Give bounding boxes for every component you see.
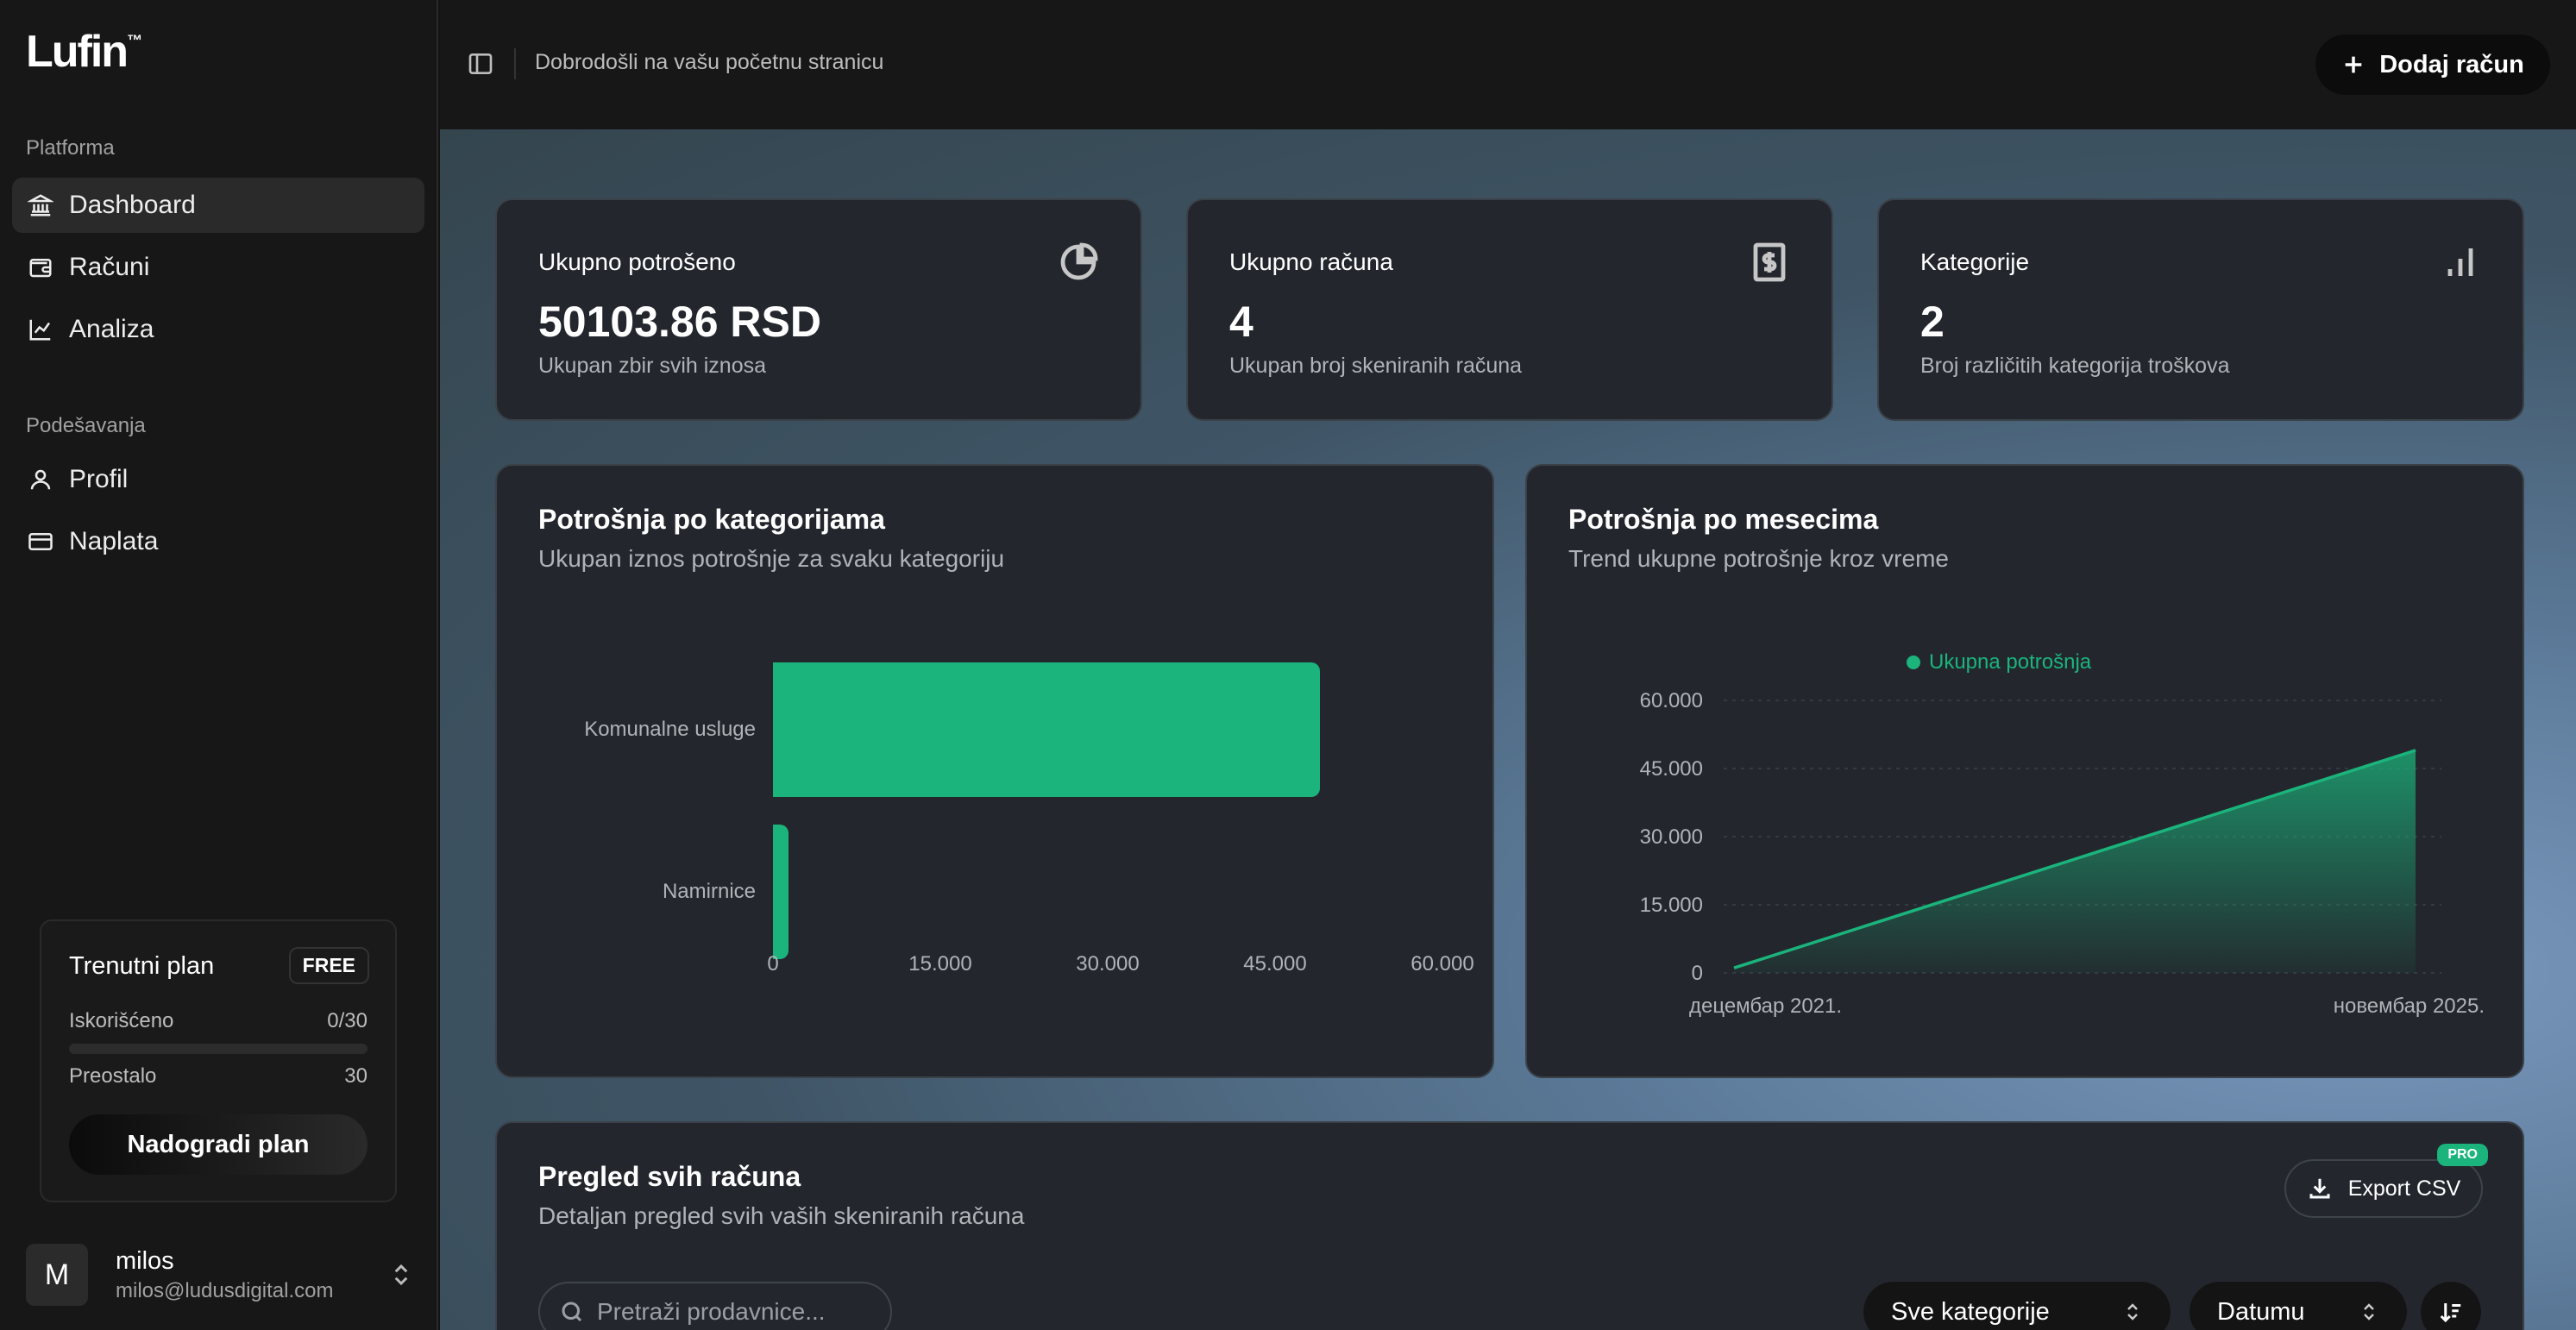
plan-badge: FREE (288, 947, 369, 984)
stat-card-total-receipts: Ukupno računa 4 Ukupan broj skeniranih r… (1186, 198, 1833, 421)
sort-descending-icon (2440, 1303, 2461, 1323)
chart-legend: Ukupna potrošnja (1907, 650, 2091, 674)
chart-subtitle: Ukupan iznos potrošnje za svaku kategori… (538, 545, 1005, 572)
chart-subtitle: Trend ukupne potrošnje kroz vreme (1568, 545, 1949, 572)
pro-badge: PRO (2437, 1144, 2488, 1166)
bar-category-label: Komunalne usluge (584, 718, 756, 741)
receipt-dollar-icon (1753, 242, 1786, 282)
chevrons-up-down-icon (2364, 1303, 2374, 1321)
sidebar-item-label: Dashboard (69, 191, 196, 219)
sidebar-item-racuni[interactable]: Računi (12, 240, 424, 295)
sidebar-item-analiza[interactable]: Analiza (12, 302, 424, 357)
chevrons-up-down-icon (2127, 1303, 2138, 1321)
plan-remaining-row: Preostalo 30 (69, 1064, 368, 1088)
x-tick-label: децембар 2021. (1689, 994, 1842, 1018)
upgrade-plan-button[interactable]: Nadogradi plan (69, 1114, 368, 1175)
x-tick-label: новембар 2025. (2334, 994, 2485, 1018)
sidebar-toggle-icon[interactable] (466, 50, 495, 78)
stat-sub: Broj različitih kategorija troškova (1920, 354, 2230, 378)
stat-sub: Ukupan broj skeniranih računa (1229, 354, 1523, 378)
receipts-title: Pregled svih računa (538, 1161, 801, 1192)
sidebar-item-label: Analiza (69, 315, 154, 343)
legend-dot (1907, 656, 1920, 669)
plan-used-value: 0/30 (327, 1009, 368, 1032)
stat-label: Ukupno računa (1229, 248, 1393, 275)
bar-category-label: Namirnice (662, 880, 756, 903)
stat-value: 50103.86 RSD (538, 298, 822, 346)
sidebar-item-label: Naplata (69, 527, 159, 555)
download-icon (2309, 1178, 2330, 1199)
sidebar-item-dashboard[interactable]: Dashboard (12, 178, 424, 233)
stat-sub: Ukupan zbir svih iznosa (538, 354, 767, 378)
pie-chart-icon (1060, 242, 1098, 280)
sidebar: Lufin™ Platforma Dashboard Računi Analiz… (0, 0, 438, 1330)
welcome-text: Dobrodošli na vašu početnu stranicu (535, 50, 884, 74)
add-receipt-button[interactable]: Dodaj račun (2315, 35, 2550, 95)
stat-card-categories: Kategorije 2 Broj različitih kategorija … (1877, 198, 2524, 421)
plan-remaining-label: Preostalo (69, 1064, 157, 1088)
stat-value: 2 (1920, 298, 1945, 346)
brand-logo[interactable]: Lufin™ (26, 27, 143, 77)
search-icon (562, 1302, 582, 1322)
y-tick-label: 15.000 (1640, 894, 1703, 917)
y-tick-label: 0 (1692, 962, 1703, 985)
receipts-subtitle: Detaljan pregled svih vaših skeniranih r… (538, 1202, 1025, 1229)
stat-card-total-spent: Ukupno potrošeno 50103.86 RSD Ukupan zbi… (495, 198, 1142, 421)
plan-card: Trenutni plan FREE Iskorišćeno 0/30 Preo… (40, 919, 397, 1202)
sidebar-item-naplata[interactable]: Naplata (12, 514, 424, 569)
bar-chart-icon (2447, 248, 2473, 276)
plan-usage-bar (69, 1044, 368, 1054)
main-content: Ukupno potrošeno 50103.86 RSD Ukupan zbi… (440, 129, 2576, 1330)
stat-label: Kategorije (1920, 248, 2030, 275)
x-tick-label: 30.000 (1076, 952, 1140, 976)
plan-used-label: Iskorišćeno (69, 1009, 174, 1032)
plan-used-row: Iskorišćeno 0/30 (69, 1009, 368, 1033)
y-tick-label: 45.000 (1640, 757, 1703, 781)
top-header: Dobrodošli na vašu početnu stranicu Doda… (440, 0, 2576, 129)
monthly-area-chart: 60.000 45.000 30.000 15.000 0 децембар 2021. н… (1640, 689, 2485, 1018)
user-email: milos@ludusdigital.com (116, 1278, 334, 1302)
sort-select[interactable]: Datumu (2190, 1282, 2407, 1330)
bar[interactable] (773, 662, 1320, 797)
plus-icon (2345, 56, 2362, 73)
user-icon (30, 469, 51, 490)
sidebar-item-profil[interactable]: Profil (12, 452, 424, 507)
wallet-icon (29, 259, 52, 278)
user-menu[interactable]: M milos milos@ludusdigital.com (26, 1242, 414, 1308)
search-placeholder: Pretraži prodavnice... (597, 1298, 826, 1325)
x-tick-label: 60.000 (1411, 952, 1474, 976)
export-csv-button[interactable]: Export CSV (2284, 1159, 2483, 1218)
header-divider (514, 48, 516, 79)
receipts-card: Pregled svih računa Detaljan pregled svi… (495, 1121, 2524, 1330)
chevrons-up-down-icon (394, 1264, 408, 1286)
stat-value: 4 (1229, 298, 1253, 346)
sidebar-item-label: Profil (69, 465, 129, 493)
monthly-chart-card: Potrošnja po mesecima Trend ukupne potro… (1525, 464, 2524, 1078)
bank-icon (28, 194, 53, 216)
legend-label: Ukupna potrošnja (1929, 650, 2092, 674)
search-input[interactable]: Pretraži prodavnice... (538, 1282, 892, 1330)
avatar: M (26, 1244, 88, 1306)
y-tick-label: 30.000 (1640, 825, 1703, 849)
x-tick-label: 15.000 (908, 952, 972, 976)
bar[interactable] (773, 825, 789, 959)
sidebar-section-platform: Platforma (26, 136, 115, 160)
category-select[interactable]: Sve kategorije (1863, 1282, 2171, 1330)
chart-line-icon (29, 319, 51, 341)
user-name: milos (116, 1246, 174, 1275)
stat-label: Ukupno potrošeno (538, 248, 736, 275)
plan-remaining-value: 30 (344, 1064, 368, 1088)
credit-card-icon (28, 533, 53, 550)
x-tick-label: 45.000 (1243, 952, 1307, 976)
plan-title: Trenutni plan (69, 952, 215, 980)
x-tick-label: 0 (767, 952, 779, 976)
sidebar-item-label: Računi (69, 253, 150, 281)
y-tick-label: 60.000 (1640, 689, 1703, 712)
sort-direction-button[interactable] (2421, 1282, 2481, 1330)
sidebar-section-settings: Podešavanja (26, 414, 146, 437)
category-chart-card: Potrošnja po kategorijama Ukupan iznos p… (495, 464, 1494, 1078)
chart-title: Potrošnja po kategorijama (538, 504, 885, 535)
chart-title: Potrošnja po mesecima (1568, 504, 1879, 535)
series-line[interactable] (1733, 749, 2416, 969)
